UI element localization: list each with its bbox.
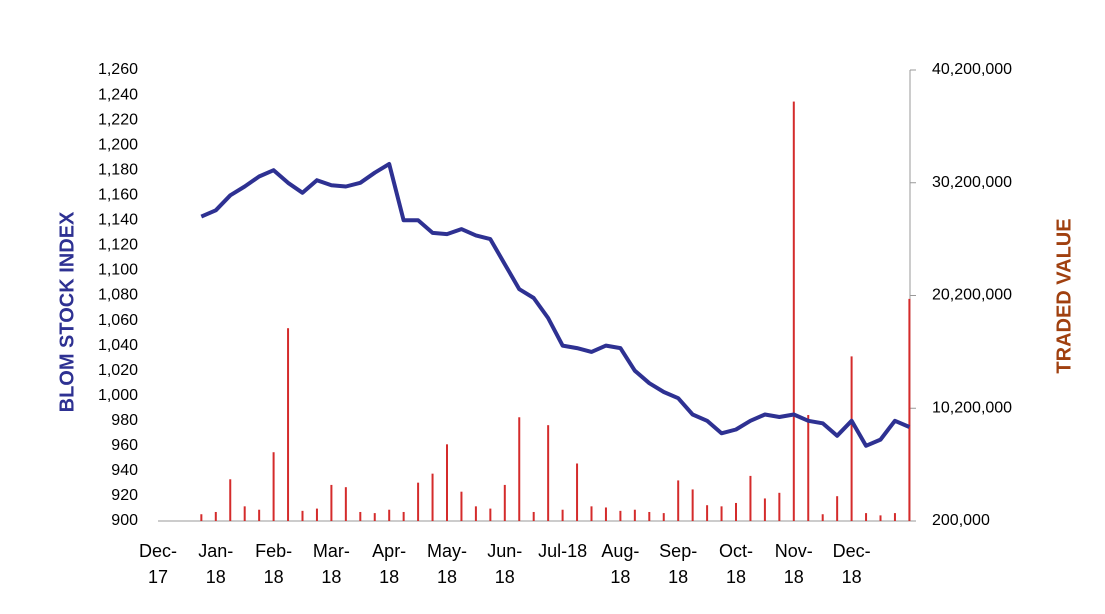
- volume-bar: [214, 511, 217, 521]
- volume-bar: [315, 508, 318, 521]
- volume-bar: [908, 298, 911, 521]
- volume-bar: [821, 514, 824, 521]
- y-tick-label: 1,240: [98, 86, 138, 103]
- volume-bar: [792, 101, 795, 521]
- y-axis-title: BLOM STOCK INDEX: [56, 211, 78, 412]
- volume-bar: [691, 489, 694, 521]
- volume-bar: [879, 515, 882, 521]
- y-tick-label: 920: [111, 487, 138, 504]
- x-tick-label: Jun-18: [487, 541, 523, 587]
- y-tick-label: 1,200: [98, 136, 138, 153]
- y2-tick-label: 20,200,000: [932, 287, 1012, 304]
- volume-bar: [850, 356, 853, 521]
- x-tick-label: Apr-18: [372, 541, 407, 587]
- y-tick-label: 1,080: [98, 287, 138, 304]
- volume-bar: [547, 425, 550, 521]
- volume-bar: [243, 506, 246, 521]
- y-tick-label: 960: [111, 437, 138, 454]
- x-tick-label: Mar-18: [312, 541, 350, 587]
- x-tick-label: Dec-17: [138, 541, 177, 587]
- x-tick-label: Feb-18: [255, 541, 293, 587]
- volume-bar: [865, 513, 868, 521]
- y-tick-label: 1,260: [98, 61, 138, 78]
- x-tick-label: Jul-18: [538, 541, 588, 561]
- volume-bar: [330, 484, 333, 521]
- x-tick-label: Dec-18: [832, 541, 871, 587]
- y-tick-label: 1,100: [98, 262, 138, 279]
- volume-bar: [677, 480, 680, 521]
- volume-bar: [778, 492, 781, 521]
- volume-bar: [344, 487, 347, 521]
- y2-tick-label: 200,000: [932, 512, 990, 529]
- x-tick-label: Jan-18: [198, 541, 234, 587]
- volume-bar: [706, 505, 709, 521]
- x-tick-label: May-18: [427, 541, 467, 587]
- volume-bar: [373, 513, 376, 521]
- volume-bar: [258, 509, 261, 521]
- y2-axis-title: TRADED VALUE: [1053, 218, 1075, 373]
- volume-bar: [287, 328, 290, 521]
- y-tick-label: 1,180: [98, 161, 138, 178]
- volume-bar: [474, 506, 477, 521]
- volume-bar: [301, 510, 304, 521]
- volume-bar: [518, 417, 521, 521]
- y2-tick-label: 40,200,000: [932, 61, 1012, 78]
- volume-bar: [388, 509, 391, 521]
- y2-tick-label: 30,200,000: [932, 174, 1012, 191]
- volume-bar: [893, 513, 896, 521]
- y-tick-label: 1,160: [98, 186, 138, 203]
- volume-bar: [662, 513, 665, 521]
- volume-bar: [489, 508, 492, 521]
- y-tick-label: 1,140: [98, 212, 138, 229]
- x-tick-label: Sep-18: [659, 541, 698, 587]
- y-tick-label: 1,040: [98, 337, 138, 354]
- volume-bar: [749, 475, 752, 521]
- volume-bar: [633, 509, 636, 521]
- volume-bar: [402, 511, 405, 521]
- volume-bar: [431, 473, 434, 521]
- y-tick-label: 1,220: [98, 111, 138, 128]
- volume-bar: [735, 502, 737, 521]
- volume-bar: [532, 511, 535, 521]
- volume-bar: [763, 498, 766, 521]
- volume-bar: [604, 507, 607, 521]
- y-tick-label: 1,120: [98, 237, 138, 254]
- y-tick-label: 940: [111, 462, 138, 479]
- volume-bar: [200, 514, 203, 521]
- index-line: [200, 162, 911, 448]
- volume-bar: [807, 415, 810, 521]
- volume-bar: [648, 511, 651, 521]
- x-tick-label: Aug-18: [601, 541, 640, 587]
- volume-bar: [619, 510, 622, 521]
- volume-bar: [460, 491, 463, 521]
- y-tick-label: 1,060: [98, 312, 138, 329]
- y-tick-label: 1,000: [98, 387, 138, 404]
- y-tick-label: 980: [111, 412, 138, 429]
- volume-bar: [359, 511, 362, 521]
- y-tick-label: 1,020: [98, 362, 138, 379]
- x-tick-label: Nov-18: [774, 541, 813, 587]
- volume-bar: [446, 444, 448, 521]
- volume-bar: [836, 496, 839, 521]
- volume-bar: [417, 482, 420, 521]
- volume-bar: [561, 509, 564, 521]
- volume-bar: [503, 484, 506, 521]
- y-tick-label: 900: [111, 512, 138, 529]
- volume-bar: [576, 463, 579, 521]
- y2-tick-label: 10,200,000: [932, 399, 1012, 416]
- volume-bar: [720, 506, 723, 521]
- volume-bar: [590, 506, 593, 521]
- x-tick-label: Oct-18: [719, 541, 753, 587]
- volume-bar: [229, 479, 232, 521]
- volume-bar: [272, 452, 275, 521]
